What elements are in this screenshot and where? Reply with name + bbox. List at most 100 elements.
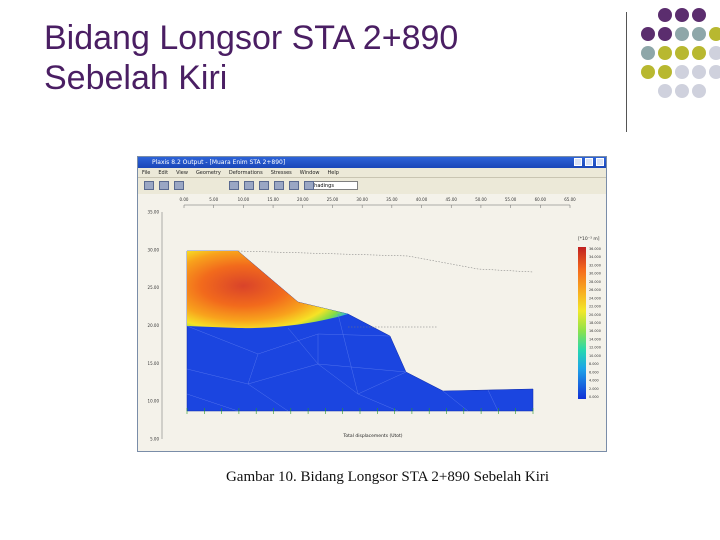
- x-tick-label: 40.00: [416, 197, 428, 202]
- x-axis-ticks: 0.00 5.00 10.00 15.00 20.00 25.00 30.00 35.00 40…: [180, 197, 576, 208]
- y-tick-label: 10.00: [148, 399, 160, 404]
- x-tick-label: 5.00: [209, 197, 218, 202]
- decorative-dot: [658, 8, 672, 22]
- open-icon[interactable]: [144, 181, 154, 190]
- decorative-dot: [692, 46, 706, 60]
- x-tick-label: 50.00: [475, 197, 487, 202]
- x-tick-label: 20.00: [297, 197, 309, 202]
- displacement-plot: 0.00 5.00 10.00 15.00 20.00 25.00 30.00 35.00 40…: [138, 194, 606, 451]
- toolbar: Shadings: [138, 178, 606, 195]
- decorative-dot: [658, 84, 672, 98]
- x-tick-label: 65.00: [564, 197, 576, 202]
- print-icon[interactable]: [174, 181, 184, 190]
- finite-element-mesh: [186, 313, 499, 412]
- x-tick-label: 35.00: [386, 197, 398, 202]
- minimize-icon[interactable]: [574, 158, 583, 166]
- y-tick-label: 20.00: [148, 323, 160, 328]
- legend-value: 18.000: [589, 321, 601, 325]
- y-tick-label: 5.00: [150, 437, 159, 442]
- legend-value: 30.000: [589, 272, 601, 276]
- plot-x-title: Total displacements (Utot): [342, 433, 402, 439]
- legend-unit: [*10⁻³ m]: [578, 236, 600, 242]
- decorative-dot: [692, 8, 706, 22]
- curves-icon[interactable]: [289, 181, 299, 190]
- menu-item-help[interactable]: Help: [327, 170, 339, 176]
- legend-value: 4.000: [589, 379, 599, 383]
- figure-caption: Gambar 10. Bidang Longsor STA 2+890 Sebe…: [225, 469, 550, 485]
- decorative-dot: [692, 65, 706, 79]
- legend-value: 32.000: [589, 263, 601, 267]
- decorative-dot: [675, 27, 689, 41]
- menu-item-geometry[interactable]: Geometry: [195, 170, 221, 176]
- output-type-select[interactable]: Shadings: [308, 181, 358, 190]
- y-axis-ticks: 35.00 30.00 25.00 20.00 15.00 10.00 5.00: [148, 210, 160, 442]
- y-tick-label: 15.00: [148, 361, 160, 366]
- close-icon[interactable]: [596, 158, 604, 166]
- slide-title: Bidang Longsor STA 2+890 Sebelah Kiri: [44, 18, 604, 98]
- decorative-dot: [709, 27, 720, 41]
- plot-area: 0.00 5.00 10.00 15.00 20.00 25.00 30.00 35.00 40…: [138, 194, 606, 451]
- legend-value: 10.000: [589, 354, 601, 358]
- legend-values: 36.000 34.000 32.000 30.000 28.000 26.000 24.0…: [589, 247, 601, 399]
- decorative-dot: [675, 84, 689, 98]
- decorative-dot: [658, 65, 672, 79]
- legend-value: 8.000: [589, 362, 599, 366]
- legend-value: 34.000: [589, 255, 601, 259]
- legend-value: 0.000: [589, 395, 599, 399]
- legend-value: 14.000: [589, 337, 601, 341]
- maximize-icon[interactable]: [585, 158, 594, 166]
- legend-value: 12.000: [589, 346, 601, 350]
- slide-title-line-2: Sebelah Kiri: [44, 59, 228, 97]
- decorative-dot: [675, 65, 689, 79]
- legend-value: 26.000: [589, 288, 601, 292]
- y-tick-label: 25.00: [148, 285, 160, 290]
- ruler-icon[interactable]: [304, 181, 314, 190]
- legend-value: 20.000: [589, 313, 601, 317]
- x-tick-label: 10.00: [238, 197, 250, 202]
- decorative-dot: [709, 65, 720, 79]
- menu-item-edit[interactable]: Edit: [158, 170, 169, 176]
- decorative-dot: [692, 27, 706, 41]
- decorative-dot: [641, 27, 655, 41]
- window-title: Plaxis 8.2 Output - [Muara Enim STA 2+89…: [152, 159, 286, 166]
- x-tick-label: 15.00: [267, 197, 279, 202]
- menu-bar: File Edit View Geometry Deformations Stresses…: [138, 168, 606, 178]
- save-icon[interactable]: [159, 181, 169, 190]
- menu-item-view[interactable]: View: [176, 170, 188, 176]
- slide-title-line-1: Bidang Longsor STA 2+890: [44, 19, 459, 57]
- boundary-fixities: [186, 408, 534, 414]
- menu-item-window[interactable]: Window: [299, 170, 320, 176]
- legend-value: 2.000: [589, 387, 599, 391]
- original-ground-line: [237, 250, 534, 273]
- decorative-dot: [709, 46, 720, 60]
- y-tick-label: 30.00: [148, 247, 160, 252]
- menu-item-deformations[interactable]: Deformations: [228, 170, 263, 176]
- legend-value: 36.000: [589, 247, 601, 251]
- y-tick-label: 35.00: [148, 210, 160, 215]
- x-tick-label: 55.00: [505, 197, 517, 202]
- legend-value: 6.000: [589, 370, 599, 374]
- legend-color-bar: [578, 247, 586, 399]
- decorative-dot: [675, 8, 689, 22]
- legend-value: 22.000: [589, 305, 601, 309]
- decorative-dot: [658, 27, 672, 41]
- x-tick-label: 0.00: [180, 197, 189, 202]
- x-tick-label: 30.00: [356, 197, 368, 202]
- plaxis-output-window: Plaxis 8.2 Output - [Muara Enim STA 2+89…: [137, 156, 607, 452]
- slip-surface: [187, 251, 348, 329]
- zoom-in-icon[interactable]: [229, 181, 239, 190]
- legend-value: 16.000: [589, 329, 601, 333]
- x-tick-label: 25.00: [327, 197, 339, 202]
- window-titlebar: Plaxis 8.2 Output - [Muara Enim STA 2+89…: [138, 157, 606, 168]
- title-divider: [626, 12, 627, 132]
- decorative-dot: [675, 46, 689, 60]
- x-tick-label: 45.00: [446, 197, 458, 202]
- select-icon[interactable]: [259, 181, 269, 190]
- decorative-dot: [658, 46, 672, 60]
- menu-item-file[interactable]: File: [142, 170, 151, 176]
- decorative-dot: [641, 46, 655, 60]
- menu-item-stresses[interactable]: Stresses: [270, 170, 292, 176]
- table-icon[interactable]: [274, 181, 284, 190]
- decorative-dot: [641, 65, 655, 79]
- zoom-out-icon[interactable]: [244, 181, 254, 190]
